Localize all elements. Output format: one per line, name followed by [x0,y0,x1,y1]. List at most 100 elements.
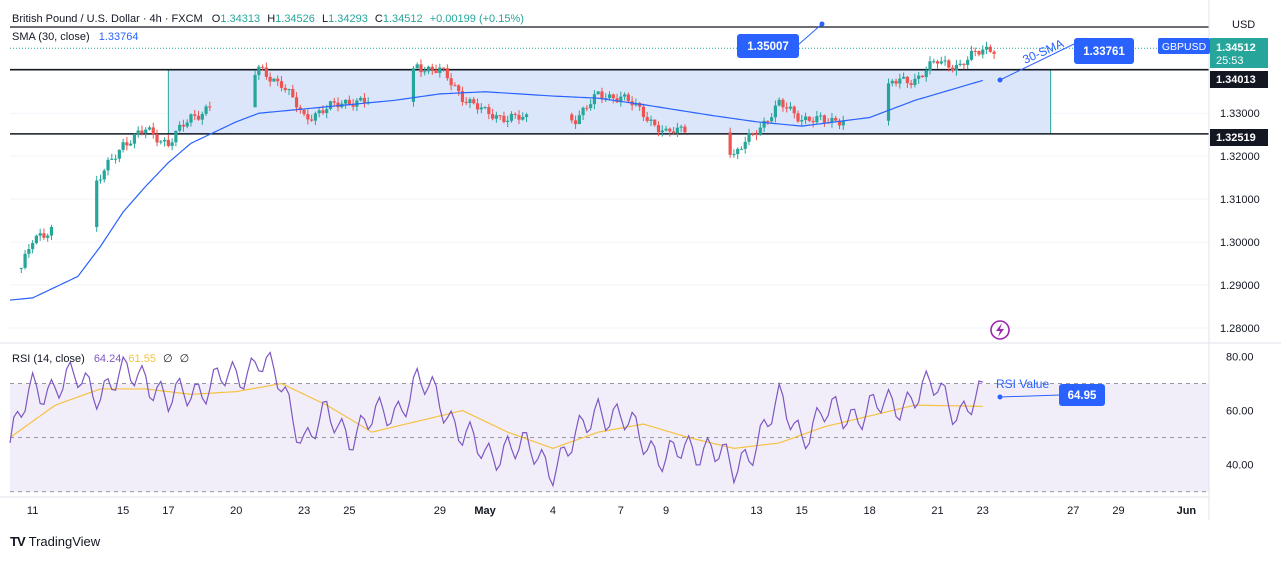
tradingview-branding[interactable]: TV TradingView [10,534,100,549]
candle-body [981,49,985,55]
candle-body [660,130,664,133]
candle-body [800,120,804,122]
candle-body [807,116,811,121]
candle [49,224,54,241]
candle [581,106,585,121]
candle-body [106,159,110,171]
candle [645,111,649,123]
candle [958,59,962,67]
candle [777,97,781,107]
candle [336,97,340,112]
candle-body [487,107,491,115]
candle-body [411,68,416,102]
candle-body [607,94,612,99]
rsi-legend-extra-1: ∅ [163,353,173,365]
candle-body [449,78,453,86]
lightning-icon[interactable] [990,320,1010,340]
candle-body [924,70,928,78]
candle [800,114,804,126]
candle-body [19,267,23,269]
rsi-ma-legend-value: 61.55 [128,353,156,365]
candle-body [811,120,815,123]
candle [792,105,796,119]
candle-body [276,78,280,82]
symbol-badge[interactable]: GBPUSD [1158,38,1210,54]
candle [984,41,989,54]
candle-body [747,133,751,142]
price-axis[interactable]: 1.33000 1.32000 1.31000 1.30000 1.29000 1.280… [1220,108,1260,335]
candle [943,55,947,66]
candle-body [189,114,193,123]
candle [611,93,615,104]
candle [208,101,212,111]
rsi-callout-text: 64.95 [1068,390,1097,402]
candle-body [261,66,265,68]
tradingview-brand-text: TradingView [28,534,101,549]
candle-body [442,67,446,69]
candle [785,102,789,113]
candle-body [596,91,600,95]
candle-body [581,107,585,116]
rsi-axis[interactable]: 80.00 60.00 40.00 [1226,352,1254,472]
candle-body [362,97,367,103]
candle [664,125,668,132]
candle [38,228,42,241]
candle-body [332,101,336,103]
candle-body [890,80,894,84]
candle-body [302,109,306,115]
symbol-legend[interactable]: British Pound / U.S. Dollar · 4h · FXCM … [12,13,524,25]
sma-legend[interactable]: SMA (30, close) 1.33764 [12,31,138,43]
candle-body [901,76,906,79]
time-tick-label: 11 [27,505,38,517]
candle [162,137,167,147]
candle-body [905,76,909,84]
candle [445,64,449,81]
level-lower-badge[interactable]: 1.32519 [1210,129,1268,146]
price-tick-label: 1.31000 [1220,194,1260,206]
candle-body [679,126,683,128]
candle [317,107,321,118]
candle [638,101,642,111]
candle-body [626,94,630,102]
candle-body [178,124,182,131]
last-price-badge[interactable]: 1.34512 25:53 [1210,38,1268,68]
candle [743,136,747,154]
target-callout[interactable]: 1.35007 [737,21,825,59]
candle [736,147,740,160]
candle [747,128,751,146]
rsi-legend-label: RSI (14, close) [12,353,85,365]
candle-body [992,51,996,54]
rsi-callout[interactable]: RSI Value 64.95 [996,377,1105,406]
candle [472,96,476,105]
rsi-ma-line [9,382,983,450]
candle-body [792,106,796,114]
candle [102,168,106,183]
candle [589,99,593,111]
candle [909,79,913,89]
candle [811,117,815,128]
symbol-badge-text: GBPUSD [1162,41,1207,53]
rsi-legend[interactable]: RSI (14, close) 64.24 61.55 ∅ ∅ [12,352,189,365]
symbol-title: British Pound / U.S. Dollar · 4h · FXCM [12,13,203,25]
candle-body [310,119,314,121]
candle-body [509,113,514,121]
candle [641,103,646,122]
candle-body [445,68,449,79]
candle [268,72,272,87]
candle [483,106,487,110]
candle-body [502,115,506,122]
candle [932,58,936,64]
candle-body [788,106,793,109]
candle [819,112,823,121]
candle [302,108,306,117]
candle [178,121,182,133]
candle-body [343,99,348,104]
candle [132,133,137,149]
candle [95,175,99,232]
level-upper-badge[interactable]: 1.34013 [1210,71,1268,88]
candle-body [328,101,333,110]
candle-body [453,85,457,87]
time-axis[interactable]: 11 15 17 20 23 25 29 May 4 7 9 13 15 18 21 23 27 29 Jun [27,505,1197,517]
